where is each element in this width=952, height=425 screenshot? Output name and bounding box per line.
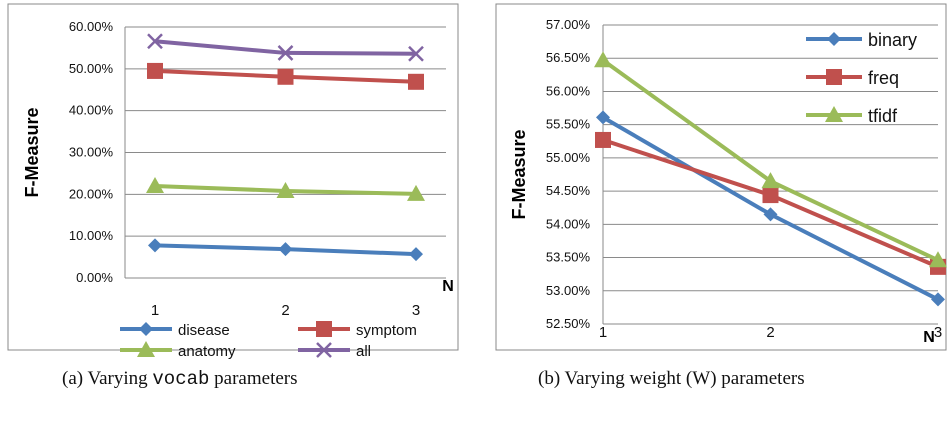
- chart-frame: [7, 3, 459, 351]
- data-point: [929, 251, 947, 268]
- data-point: [146, 176, 164, 193]
- series-tfidf: [594, 51, 947, 268]
- series-all: [147, 33, 424, 62]
- y-tick-label: 53.00%: [546, 283, 591, 298]
- y-tick-label: 55.50%: [546, 117, 591, 132]
- legend-label: anatomy: [178, 343, 236, 360]
- legend-marker: [827, 32, 841, 46]
- legend-entry: disease: [120, 322, 230, 339]
- caption-a: (a) Varying vocab parameters: [62, 368, 298, 390]
- y-tick-label: 54.50%: [546, 183, 591, 198]
- y-tick-label: 56.50%: [546, 50, 591, 65]
- legend-marker: [137, 341, 155, 357]
- chart-1: 0.00% 10.00% 20.00% 30.00% 40.00% 50.00% 60.00…: [7, 3, 459, 360]
- caption-a-code: vocab: [152, 368, 210, 390]
- data-point: [596, 110, 610, 125]
- legend-label: binary: [868, 30, 917, 50]
- legend-label: disease: [178, 322, 230, 339]
- legend: disease symptom anatomy all: [120, 321, 417, 360]
- legend-label: freq: [868, 68, 899, 88]
- legend-marker: [139, 322, 153, 336]
- caption-a-suffix: parameters: [209, 368, 298, 389]
- y-tick-label: 0.00%: [76, 270, 113, 285]
- legend-entry: binary: [806, 30, 917, 50]
- y-tick-label: 50.00%: [69, 61, 114, 76]
- data-point: [276, 181, 295, 198]
- y-tick-label: 40.00%: [69, 103, 114, 118]
- data-point: [148, 238, 162, 253]
- legend-entry: symptom: [298, 321, 417, 339]
- legend-label: tfidf: [868, 106, 898, 126]
- caption-a-prefix: (a) Varying: [62, 368, 153, 389]
- y-tick-label: 10.00%: [69, 228, 114, 243]
- data-point: [594, 51, 612, 68]
- legend-entry: tfidf: [806, 106, 898, 126]
- data-point: [278, 242, 293, 257]
- x-tick-label: 1: [599, 324, 607, 341]
- series-disease: [148, 238, 423, 262]
- y-tick-label: 54.00%: [546, 216, 591, 231]
- x-tick-label: 3: [412, 302, 420, 319]
- legend-marker: [316, 342, 332, 358]
- chart-2: 52.50% 53.00% 53.50% 54.00% 54.50% 55.00% 55.5…: [495, 3, 947, 351]
- data-point: [931, 292, 945, 307]
- series-freq: [595, 131, 946, 275]
- legend-marker: [826, 69, 842, 85]
- data-point: [408, 45, 424, 62]
- data-point: [277, 45, 294, 61]
- data-point: [407, 184, 425, 201]
- legend-label: all: [356, 343, 371, 360]
- data-point: [762, 187, 779, 204]
- y-tick-label: 53.50%: [546, 250, 591, 265]
- y-tick-label: 60.00%: [69, 19, 114, 34]
- legend-marker: [825, 106, 843, 122]
- legend-marker: [316, 321, 332, 337]
- legend-entry: all: [298, 342, 371, 360]
- x-tick-label: 1: [151, 302, 159, 319]
- series-binary: [596, 110, 945, 307]
- data-point: [595, 131, 611, 148]
- legend-entry: anatomy: [120, 341, 236, 360]
- caption-b: (b) Varying weight (W) parameters: [538, 368, 805, 389]
- y-tick-label: 56.00%: [546, 83, 591, 98]
- y-tick-label: 20.00%: [69, 186, 114, 201]
- legend-entry: freq: [806, 68, 899, 88]
- series-anatomy: [146, 176, 425, 201]
- data-point: [277, 68, 294, 85]
- y-tick-label: 55.00%: [546, 150, 591, 165]
- x-tick-label: 3: [934, 324, 942, 341]
- data-point: [409, 247, 423, 262]
- x-axis-title: N: [923, 329, 935, 346]
- data-point: [408, 73, 424, 90]
- x-tick-label: 2: [281, 302, 289, 319]
- x-axis-title: N: [442, 278, 454, 295]
- y-tick-label: 52.50%: [546, 316, 591, 331]
- series-symptom: [147, 62, 424, 90]
- x-tick-label: 2: [766, 324, 774, 341]
- y-tick-label: 30.00%: [69, 145, 114, 160]
- data-point: [147, 33, 163, 50]
- data-point: [763, 207, 778, 222]
- legend: binary freq tfidf: [806, 30, 917, 126]
- y-axis-title: F-Measure: [22, 107, 42, 197]
- y-tick-label: 57.00%: [546, 17, 591, 32]
- data-point: [761, 172, 780, 189]
- legend-label: symptom: [356, 322, 417, 339]
- y-axis-title: F-Measure: [509, 129, 529, 219]
- data-point: [147, 62, 163, 79]
